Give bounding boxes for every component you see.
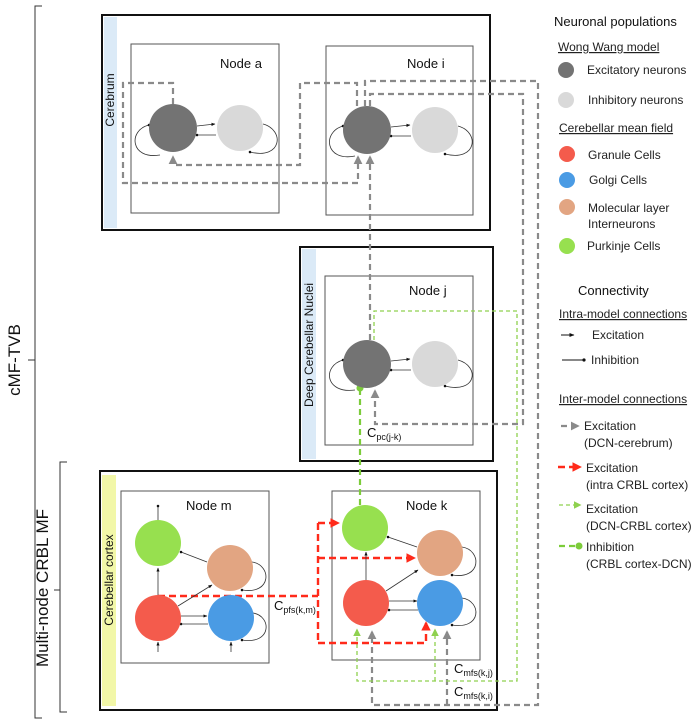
dcn-box: Deep Cerebellar Nuclei Node j — [299, 246, 494, 462]
red-to-golgi — [318, 621, 431, 645]
outer-bracket: cMF-TVB — [5, 5, 42, 719]
mli-label-2: Interneurons — [588, 217, 655, 231]
node-m-purkinje — [135, 520, 181, 566]
grey-i-to-a — [168, 81, 359, 167]
inter-dcn-cerebrum-label-2: (DCN-cerebrum) — [584, 436, 673, 450]
cmf-tvb-label: cMF-TVB — [5, 324, 24, 396]
node-k-label: Node k — [406, 498, 448, 513]
inner-bracket: Multi-node CRBL MF — [33, 461, 67, 713]
red-pfs-trunk — [158, 523, 320, 643]
intra-excitation-label: Excitation — [592, 328, 644, 342]
node-k-box — [331, 490, 481, 661]
inter-dcn-crbl-label: Excitation — [586, 502, 638, 516]
excitatory-label: Excitatory neurons — [587, 63, 686, 77]
grey-a-to-i — [121, 81, 363, 185]
node-a-inhibitory — [217, 105, 263, 151]
populations — [135, 104, 463, 641]
node-k-mli — [417, 530, 463, 576]
wong-wang-heading: Wong Wang model — [558, 40, 659, 54]
inter-heading: Inter-model connections — [559, 392, 687, 406]
node-m-golgi — [208, 595, 254, 641]
node-k-purkinje — [342, 505, 388, 551]
intra-inhibition-label: Inhibition — [591, 353, 639, 367]
cerebrum-label: Cerebrum — [103, 73, 117, 126]
node-m-mli — [207, 545, 253, 591]
purkinje-swatch — [559, 238, 575, 254]
node-j-label: Node j — [409, 283, 447, 298]
cerebrum-box: Cerebrum Node a Node i — [101, 14, 491, 231]
node-j-excitatory — [343, 340, 391, 388]
inhibitory-label: Inhibitory neurons — [588, 93, 683, 107]
c-pfs-label: Cpfs(k,m) — [274, 598, 316, 615]
legend-title: Neuronal populations — [554, 14, 677, 29]
node-i-label: Node i — [407, 56, 445, 71]
c-mfs-kj-label: Cmfs(k,j) — [454, 661, 493, 678]
cerebellar-heading: Cerebellar mean field — [559, 121, 673, 135]
excitatory-swatch — [558, 62, 574, 78]
node-j-box — [324, 275, 474, 446]
node-k-granule — [343, 580, 389, 626]
inhibitory-swatch — [558, 92, 574, 108]
node-m-box — [120, 490, 270, 664]
golgi-swatch — [559, 172, 575, 188]
node-a-excitatory — [149, 104, 197, 152]
inter-dcn-crbl-label-2: (DCN-CRBL cortex) — [586, 519, 692, 533]
cerebellar-cortex-label: Cerebellar cortex — [102, 534, 116, 625]
mli-swatch — [559, 199, 575, 215]
mli-label: Molecular layer — [588, 201, 669, 215]
intra-connections — [134, 122, 477, 652]
granule-label: Granule Cells — [588, 148, 661, 162]
grey-i-to-k — [363, 79, 540, 707]
node-k-golgi — [417, 580, 463, 626]
node-a-box — [130, 43, 280, 214]
inter-model-connections — [121, 79, 540, 707]
inter-crbl-dcn-label-2: (CRBL cortex-DCN) — [586, 557, 692, 571]
dcn-label: Deep Cerebellar Nuclei — [302, 283, 316, 407]
golgi-label: Golgi Cells — [589, 173, 647, 187]
node-i-inhibitory — [412, 107, 458, 153]
grey-i-to-j — [368, 92, 525, 426]
node-i-box — [325, 45, 474, 216]
green-j-to-k — [353, 310, 518, 682]
inter-crbl-dcn-label: Inhibition — [586, 540, 634, 554]
legend: Neuronal populations Wong Wang model Exc… — [554, 14, 692, 571]
node-i-excitatory — [343, 106, 391, 154]
inter-intra-crbl-label-2: (intra CRBL cortex) — [586, 478, 688, 492]
node-m-granule — [135, 595, 181, 641]
node-m-label: Node m — [186, 498, 232, 513]
intra-heading: Intra-model connections — [559, 307, 687, 321]
granule-swatch — [559, 146, 575, 162]
node-a-label: Node a — [220, 56, 263, 71]
connectivity-title: Connectivity — [578, 283, 649, 298]
purkinje-label: Purkinje Cells — [587, 239, 660, 253]
multi-node-crbl-mf-label: Multi-node CRBL MF — [33, 509, 52, 667]
inter-intra-crbl-label: Excitation — [586, 461, 638, 475]
node-j-inhibitory — [412, 341, 458, 387]
c-mfs-ki-label: Cmfs(k,i) — [454, 684, 493, 701]
cerebellar-cortex-box: Cerebellar cortex Node m Node k — [99, 470, 498, 711]
inter-dcn-cerebrum-label: Excitation — [584, 419, 636, 433]
c-pc-label: Cpc(j-k) — [367, 425, 401, 442]
